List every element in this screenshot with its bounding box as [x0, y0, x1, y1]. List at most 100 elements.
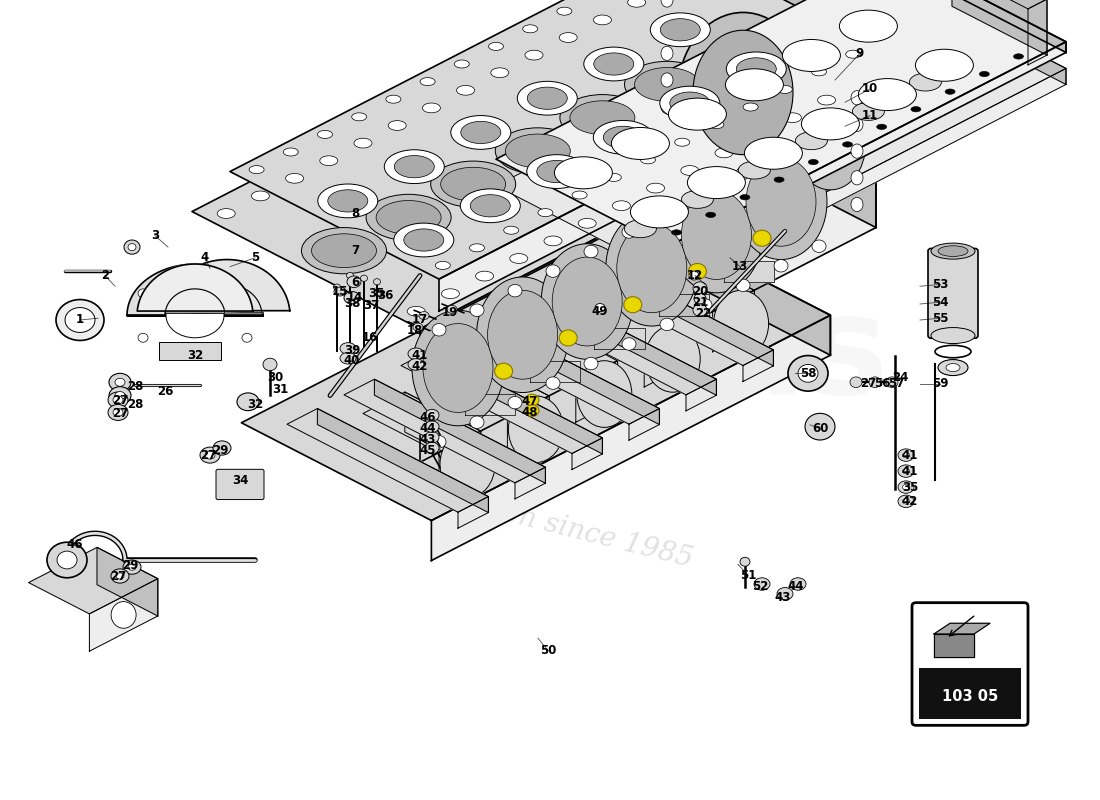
Ellipse shape — [979, 71, 989, 77]
Ellipse shape — [505, 134, 570, 168]
Polygon shape — [934, 634, 974, 657]
Polygon shape — [679, 251, 755, 330]
Ellipse shape — [111, 602, 136, 628]
Ellipse shape — [116, 391, 125, 399]
Text: 2: 2 — [101, 269, 109, 282]
Ellipse shape — [740, 194, 750, 200]
Ellipse shape — [726, 52, 786, 86]
Ellipse shape — [678, 13, 808, 173]
Ellipse shape — [795, 101, 866, 190]
Text: 43: 43 — [420, 434, 437, 446]
Polygon shape — [230, 0, 914, 279]
Ellipse shape — [671, 230, 682, 235]
Text: 10: 10 — [862, 82, 878, 95]
Ellipse shape — [340, 353, 356, 364]
Ellipse shape — [424, 323, 493, 413]
Text: 51: 51 — [740, 569, 756, 582]
Text: 32: 32 — [187, 349, 204, 362]
Ellipse shape — [217, 209, 235, 218]
Ellipse shape — [451, 115, 510, 150]
Ellipse shape — [394, 223, 454, 257]
Polygon shape — [192, 0, 876, 329]
Ellipse shape — [698, 186, 712, 199]
Ellipse shape — [661, 0, 673, 7]
Ellipse shape — [886, 377, 898, 387]
Ellipse shape — [509, 254, 528, 263]
Text: 8: 8 — [351, 207, 359, 220]
Ellipse shape — [508, 397, 522, 409]
Circle shape — [138, 289, 148, 298]
Text: 30: 30 — [267, 371, 283, 384]
Ellipse shape — [344, 291, 360, 304]
Ellipse shape — [688, 166, 746, 198]
Ellipse shape — [774, 177, 784, 182]
Polygon shape — [515, 291, 716, 395]
Ellipse shape — [475, 271, 494, 281]
Ellipse shape — [603, 126, 644, 149]
Ellipse shape — [495, 128, 581, 174]
FancyBboxPatch shape — [928, 249, 978, 338]
Ellipse shape — [340, 342, 356, 354]
Ellipse shape — [681, 190, 714, 208]
Ellipse shape — [554, 157, 613, 189]
Ellipse shape — [946, 363, 960, 371]
Bar — [918, 668, 1021, 719]
Ellipse shape — [681, 166, 698, 175]
Ellipse shape — [200, 447, 220, 463]
Polygon shape — [572, 438, 603, 470]
Ellipse shape — [333, 284, 341, 290]
Ellipse shape — [910, 74, 942, 91]
Ellipse shape — [108, 392, 128, 408]
Ellipse shape — [661, 73, 673, 87]
Ellipse shape — [454, 60, 470, 68]
Ellipse shape — [570, 101, 635, 134]
Ellipse shape — [593, 121, 653, 154]
Text: 41: 41 — [902, 449, 918, 462]
Polygon shape — [724, 261, 773, 282]
Text: 16: 16 — [362, 331, 378, 344]
Polygon shape — [541, 322, 617, 401]
Circle shape — [242, 334, 252, 342]
Text: 31: 31 — [272, 383, 288, 396]
Text: 46: 46 — [420, 411, 437, 424]
Polygon shape — [569, 286, 686, 347]
Ellipse shape — [945, 89, 955, 94]
Ellipse shape — [470, 304, 484, 317]
Text: 44: 44 — [788, 580, 804, 593]
Text: 103 05: 103 05 — [942, 689, 998, 704]
Ellipse shape — [470, 416, 484, 429]
Ellipse shape — [557, 7, 572, 15]
Ellipse shape — [782, 39, 840, 71]
Text: 29: 29 — [212, 444, 228, 457]
Polygon shape — [515, 467, 546, 499]
Circle shape — [798, 365, 818, 382]
Ellipse shape — [432, 435, 446, 448]
Text: 12: 12 — [686, 269, 703, 282]
Text: 50: 50 — [540, 644, 557, 657]
Ellipse shape — [376, 201, 441, 234]
Ellipse shape — [123, 560, 141, 574]
Ellipse shape — [408, 358, 424, 370]
Ellipse shape — [527, 87, 568, 110]
Ellipse shape — [693, 304, 707, 317]
Text: 35: 35 — [902, 481, 918, 494]
FancyBboxPatch shape — [216, 470, 264, 499]
Polygon shape — [126, 264, 263, 315]
Ellipse shape — [328, 190, 367, 212]
Ellipse shape — [640, 156, 656, 164]
Ellipse shape — [538, 209, 553, 217]
Circle shape — [805, 414, 835, 440]
Text: 27: 27 — [110, 570, 126, 582]
Text: 45: 45 — [420, 444, 437, 457]
Ellipse shape — [715, 148, 733, 158]
Text: 55: 55 — [932, 312, 948, 325]
Ellipse shape — [517, 82, 578, 115]
Ellipse shape — [488, 42, 504, 50]
Ellipse shape — [738, 162, 770, 179]
Ellipse shape — [851, 118, 864, 131]
Ellipse shape — [698, 298, 712, 311]
Ellipse shape — [661, 99, 673, 114]
Ellipse shape — [476, 277, 569, 393]
Ellipse shape — [595, 303, 605, 311]
Ellipse shape — [812, 240, 826, 253]
